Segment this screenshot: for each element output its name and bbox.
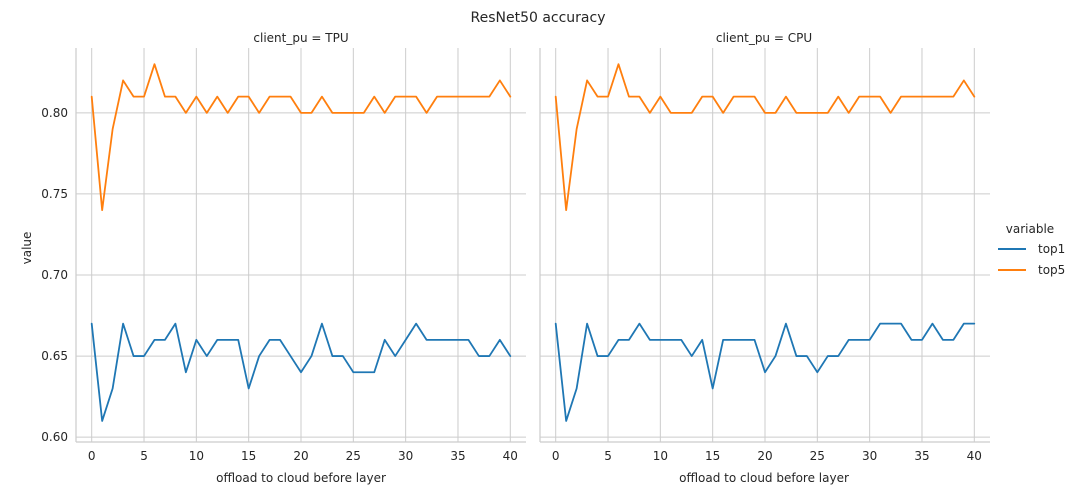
- panel-title: client_pu = TPU: [253, 31, 348, 45]
- series-line-top1: [554, 322, 976, 422]
- x-tick-label: 25: [810, 449, 825, 463]
- panel-tpu: client_pu = TPU offload to cloud before …: [41, 31, 526, 485]
- panel-title: client_pu = CPU: [716, 31, 812, 45]
- x-tick-label: 35: [914, 449, 929, 463]
- x-tick-label: 0: [552, 449, 560, 463]
- y-axis-label: value: [20, 232, 34, 265]
- x-tick-label: 30: [398, 449, 413, 463]
- legend: variable top1 top5: [998, 222, 1065, 277]
- x-tick-label: 10: [653, 449, 668, 463]
- y-tick-label: 0.70: [41, 268, 68, 282]
- x-tick-label: 15: [705, 449, 720, 463]
- legend-title: variable: [1006, 222, 1054, 236]
- x-tick-label: 40: [967, 449, 982, 463]
- x-axis-label: offload to cloud before layer: [679, 471, 849, 485]
- series-line-top1: [90, 322, 512, 422]
- chart-title: ResNet50 accuracy: [470, 10, 605, 26]
- x-tick-label: 5: [604, 449, 612, 463]
- gridlines: [76, 48, 526, 442]
- x-tick-label: 35: [450, 449, 465, 463]
- y-tick-label: 0.60: [41, 430, 68, 444]
- series-line-top5: [90, 63, 512, 212]
- y-tick-label: 0.80: [41, 106, 68, 120]
- x-tick-label: 20: [757, 449, 772, 463]
- x-tick-label: 15: [241, 449, 256, 463]
- series-line-top5: [554, 63, 976, 212]
- legend-label-top5: top5: [1038, 263, 1065, 277]
- x-tick-label: 0: [88, 449, 96, 463]
- y-tick-label: 0.65: [41, 349, 68, 363]
- x-tick-label: 20: [293, 449, 308, 463]
- x-tick-label: 10: [189, 449, 204, 463]
- legend-label-top1: top1: [1038, 242, 1065, 256]
- x-tick-label: 5: [140, 449, 148, 463]
- x-tick-label: 40: [503, 449, 518, 463]
- x-tick-label: 25: [346, 449, 361, 463]
- y-tick-label: 0.75: [41, 187, 68, 201]
- gridlines: [540, 48, 990, 442]
- x-axis-label: offload to cloud before layer: [216, 471, 386, 485]
- panel-cpu: client_pu = CPU offload to cloud before …: [539, 31, 990, 485]
- x-tick-label: 30: [862, 449, 877, 463]
